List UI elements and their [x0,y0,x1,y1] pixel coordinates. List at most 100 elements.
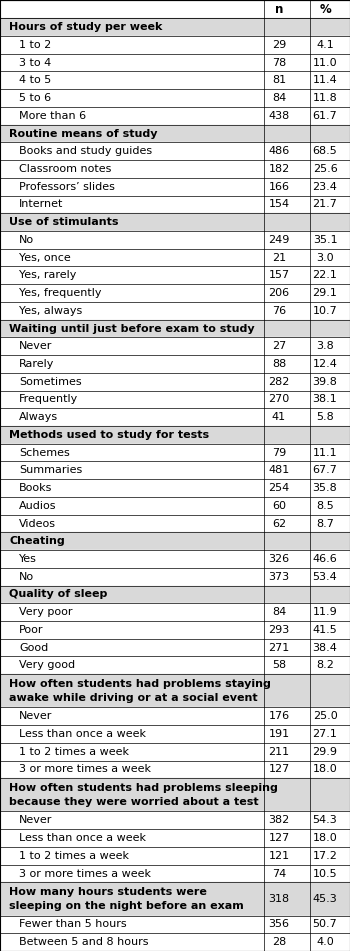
Text: Very poor: Very poor [19,607,72,617]
Text: 54.3: 54.3 [313,815,337,825]
Text: awake while driving or at a social event: awake while driving or at a social event [9,693,258,703]
Text: Yes, frequently: Yes, frequently [19,288,102,298]
Text: 84: 84 [272,607,286,617]
Text: 41: 41 [272,412,286,422]
Text: 356: 356 [268,920,289,929]
Bar [0,550,350,568]
Text: How often students had problems sleeping: How often students had problems sleeping [9,783,278,793]
Bar [0,444,350,461]
Text: 271: 271 [268,643,290,652]
Text: 8.5: 8.5 [316,501,334,511]
Text: How often students had problems staying: How often students had problems staying [9,679,271,689]
Bar [0,811,350,829]
Text: Use of stimulants: Use of stimulants [9,217,119,227]
Text: 35.1: 35.1 [313,235,337,245]
Text: 191: 191 [268,729,289,739]
Text: 11.4: 11.4 [313,75,337,86]
Text: 27.1: 27.1 [313,729,337,739]
Text: 53.4: 53.4 [313,572,337,582]
Text: 3 or more times a week: 3 or more times a week [19,765,151,774]
Text: Fewer than 5 hours: Fewer than 5 hours [19,920,127,929]
Text: 211: 211 [268,747,289,757]
Text: 373: 373 [268,572,289,582]
Bar [0,301,350,320]
Bar [0,355,350,373]
Text: 382: 382 [268,815,290,825]
Text: 41.5: 41.5 [313,625,337,635]
Text: Less than once a week: Less than once a week [19,833,146,843]
Text: 35.8: 35.8 [313,483,337,493]
Bar [0,266,350,284]
Text: 3.8: 3.8 [316,341,334,351]
Text: 481: 481 [268,465,290,476]
Bar [0,107,350,125]
Text: Classroom notes: Classroom notes [19,164,111,174]
Bar [0,864,350,883]
Text: Between 5 and 8 hours: Between 5 and 8 hours [19,937,148,947]
Bar [0,143,350,160]
Text: Yes, always: Yes, always [19,306,82,316]
Bar [0,391,350,408]
Text: Schemes: Schemes [19,448,70,457]
Text: Frequently: Frequently [19,395,78,404]
Bar [0,603,350,621]
Text: n: n [275,3,283,15]
Text: 8.2: 8.2 [316,660,334,670]
Text: Waiting until just before exam to study: Waiting until just before exam to study [9,323,255,334]
Text: 29.1: 29.1 [313,288,337,298]
Text: 79: 79 [272,448,286,457]
Text: 60: 60 [272,501,286,511]
Text: 25.6: 25.6 [313,164,337,174]
Text: 182: 182 [268,164,290,174]
Bar [0,213,350,231]
Bar [0,586,350,603]
Text: 8.7: 8.7 [316,518,334,529]
Text: 39.8: 39.8 [313,377,337,387]
Text: 84: 84 [272,93,286,103]
Text: 11.0: 11.0 [313,58,337,68]
Text: Audios: Audios [19,501,56,511]
Bar [0,933,350,951]
Text: 10.7: 10.7 [313,306,337,316]
Text: 27: 27 [272,341,286,351]
Text: 176: 176 [268,711,289,721]
Text: 282: 282 [268,377,290,387]
Bar [0,743,350,761]
Text: 21: 21 [272,253,286,262]
Text: 3 to 4: 3 to 4 [19,58,51,68]
Text: Always: Always [19,412,58,422]
Text: Good: Good [19,643,48,652]
Text: 4 to 5: 4 to 5 [19,75,51,86]
Bar [0,71,350,89]
Bar [0,883,350,916]
Text: 1 to 2 times a week: 1 to 2 times a week [19,851,129,861]
Bar [0,674,350,708]
Text: Rarely: Rarely [19,359,54,369]
Text: 326: 326 [268,554,289,564]
Bar [0,761,350,778]
Text: No: No [19,235,34,245]
Text: 21.7: 21.7 [313,200,337,209]
Bar [0,656,350,674]
Text: 486: 486 [268,146,290,156]
Bar [0,708,350,725]
Bar [0,497,350,514]
Bar [0,178,350,196]
Bar [0,514,350,533]
Text: More than 6: More than 6 [19,111,86,121]
Text: Hours of study per week: Hours of study per week [9,22,162,32]
Text: Methods used to study for tests: Methods used to study for tests [9,430,209,440]
Text: 38.4: 38.4 [313,643,337,652]
Bar [0,408,350,426]
Bar [0,18,350,36]
Bar [0,639,350,656]
Text: 249: 249 [268,235,290,245]
Text: 206: 206 [268,288,289,298]
Text: 127: 127 [268,765,290,774]
Text: 88: 88 [272,359,286,369]
Text: 78: 78 [272,58,286,68]
Bar [0,725,350,743]
Text: 45.3: 45.3 [313,894,337,904]
Text: Routine means of study: Routine means of study [9,128,158,139]
Text: 5.8: 5.8 [316,412,334,422]
